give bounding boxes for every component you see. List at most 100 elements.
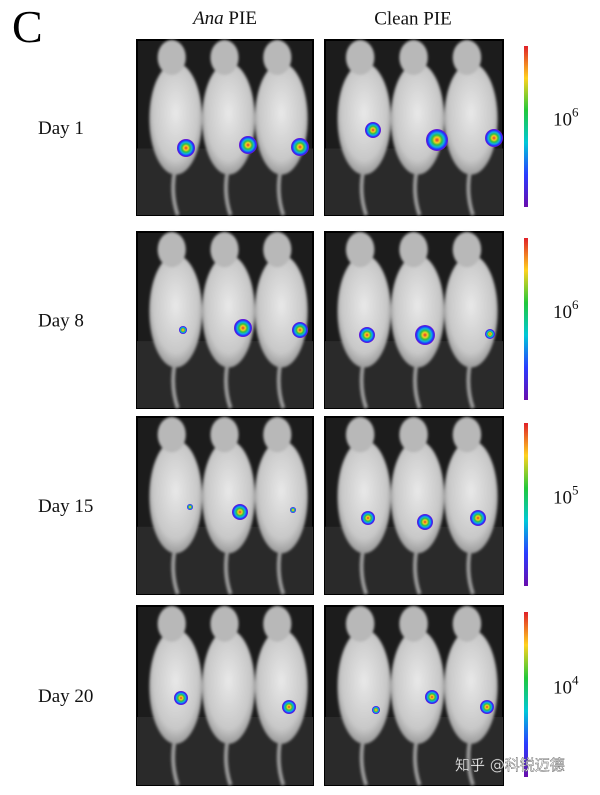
color-bar	[524, 46, 528, 207]
signal-spot	[417, 514, 433, 530]
scale-base: 10	[553, 488, 572, 509]
mouse-body	[390, 62, 445, 175]
scale-exponent: 4	[572, 672, 579, 687]
signal-spot	[292, 322, 308, 338]
color-bar	[524, 612, 528, 777]
signal-spot	[177, 139, 195, 157]
mouse-head	[210, 40, 239, 75]
mouse-head	[399, 417, 428, 453]
signal-spot	[470, 510, 486, 526]
scale-label: 106	[553, 104, 579, 130]
day-label: Day 20	[38, 686, 93, 707]
signal-spot	[290, 507, 296, 513]
scale-exponent: 6	[572, 297, 579, 312]
column-header: Clean PIE	[374, 8, 452, 29]
mouse-head	[263, 232, 292, 268]
signal-spot	[361, 511, 375, 525]
signal-spot	[415, 325, 435, 345]
mouse-head	[452, 40, 482, 75]
mouse-body	[337, 254, 391, 368]
mice	[337, 232, 498, 409]
mice	[149, 417, 308, 595]
signal-spot	[187, 504, 193, 510]
mouse-head	[210, 232, 239, 268]
mouse-body	[202, 62, 255, 175]
signal-spot	[365, 122, 381, 138]
mouse-body	[254, 629, 308, 744]
mouse-body	[337, 62, 391, 175]
signal-spot	[234, 319, 252, 337]
mouse-head	[345, 606, 375, 642]
mice	[149, 232, 308, 409]
mouse-head	[345, 40, 375, 75]
scale-label: 104	[553, 672, 579, 698]
mouse-body	[149, 440, 203, 554]
mouse-head	[452, 417, 482, 453]
day-label: Day 8	[38, 310, 84, 331]
signal-spot	[174, 691, 188, 705]
signal-spot	[291, 138, 309, 156]
signal-spot	[480, 700, 494, 714]
mouse-head	[210, 606, 239, 642]
mouse-body	[390, 440, 445, 554]
column-header: Ana PIE	[191, 8, 257, 29]
mouse-head	[263, 606, 292, 642]
mouse-body	[390, 254, 445, 368]
scale-label: 106	[553, 297, 579, 323]
day-label: Day 1	[38, 118, 84, 139]
mouse-head	[157, 232, 186, 268]
mouse-head	[345, 417, 375, 453]
mouse-head	[399, 232, 428, 268]
mouse-body	[444, 62, 498, 175]
watermark: 知乎 @科锐迈德	[455, 756, 565, 774]
mouse-body	[444, 254, 498, 368]
mouse-body	[254, 254, 308, 368]
column-header-italic: Ana	[191, 8, 224, 29]
scale-base: 10	[553, 110, 572, 131]
scale-base: 10	[553, 302, 572, 323]
mouse-head	[452, 606, 482, 642]
signal-spot	[485, 329, 495, 339]
mice	[337, 606, 498, 786]
mouse-head	[399, 40, 428, 75]
column-header-text: PIE	[228, 8, 257, 29]
mouse-body	[149, 254, 203, 368]
signal-spot	[372, 706, 380, 714]
mouse-head	[263, 40, 292, 75]
mouse-head	[210, 417, 239, 453]
color-bar	[524, 238, 528, 400]
signal-spot	[239, 136, 257, 154]
mouse-body	[149, 629, 203, 744]
mice	[149, 606, 308, 786]
mouse-body	[254, 440, 308, 554]
signal-spot	[425, 690, 439, 704]
panel-letter: C	[12, 1, 43, 52]
mouse-body	[202, 254, 255, 368]
scale-label: 105	[553, 482, 579, 508]
mouse-body	[390, 629, 445, 744]
signal-spot	[282, 700, 296, 714]
scale-exponent: 6	[572, 104, 579, 119]
scale-exponent: 5	[572, 482, 579, 497]
day-label: Day 15	[38, 496, 93, 517]
signal-spot	[359, 327, 375, 343]
mouse-body	[337, 629, 391, 744]
mouse-head	[263, 417, 292, 453]
signal-spot	[485, 129, 503, 147]
color-bar	[524, 423, 528, 586]
mouse-body	[202, 629, 255, 744]
mouse-head	[399, 606, 428, 642]
mouse-body	[444, 629, 498, 744]
mouse-head	[157, 606, 186, 642]
mouse-body	[202, 440, 255, 554]
mouse-body	[254, 62, 308, 175]
mouse-body	[149, 62, 203, 175]
mouse-head	[157, 417, 186, 453]
signal-spot	[426, 129, 448, 151]
mouse-body	[444, 440, 498, 554]
signal-spot	[232, 504, 248, 520]
mouse-body	[337, 440, 391, 554]
signal-spot	[179, 326, 187, 334]
mouse-head	[157, 40, 186, 75]
